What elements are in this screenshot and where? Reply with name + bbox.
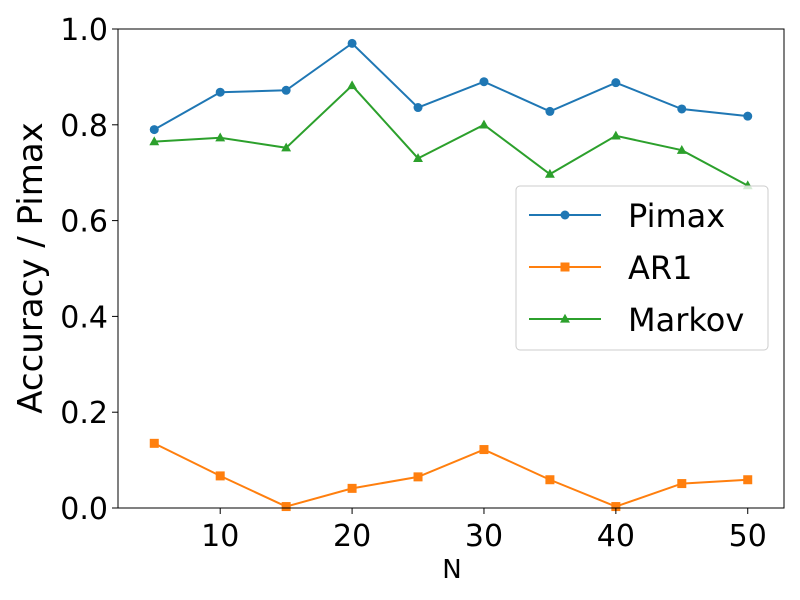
- data-point-markov: [149, 136, 160, 146]
- x-tick-label: 50: [729, 519, 767, 554]
- data-point-markov: [676, 144, 687, 154]
- data-point-pimax: [281, 85, 291, 95]
- y-axis: 0.0 0.2 0.4 0.6 0.8 1.0: [60, 13, 118, 527]
- y-tick-label: 0.2: [60, 396, 108, 431]
- x-axis-label: N: [442, 555, 461, 585]
- y-axis-label: Accuracy / Pimax: [11, 122, 51, 414]
- data-point-markov: [544, 168, 555, 178]
- series-pimax: [149, 38, 753, 135]
- plot-frame: [117, 28, 785, 509]
- legend-marker-pimax: [560, 210, 570, 220]
- data-point-markov: [479, 119, 489, 129]
- data-point-ar1: [215, 471, 225, 481]
- data-point-ar1: [479, 445, 489, 455]
- series-line-pimax: [153, 42, 748, 131]
- legend-marker-ar1: [560, 262, 570, 272]
- x-axis: 10 20 30 40 50: [201, 508, 767, 554]
- series-markov: [149, 80, 753, 190]
- data-point-markov: [281, 142, 292, 152]
- x-tick-label: 10: [201, 519, 239, 554]
- data-point-ar1: [611, 502, 621, 512]
- data-point-pimax: [479, 77, 489, 87]
- data-point-pimax: [149, 125, 159, 135]
- legend-marker-markov: [560, 313, 570, 323]
- data-point-ar1: [677, 479, 687, 489]
- x-tick-label: 40: [597, 519, 635, 554]
- data-point-ar1: [347, 483, 357, 493]
- data-point-pimax: [215, 87, 225, 97]
- y-tick-label: 0.6: [60, 205, 108, 240]
- data-point-pimax: [611, 78, 621, 88]
- legend-label-ar1: AR1: [628, 249, 692, 287]
- data-point-pimax: [743, 111, 753, 121]
- data-point-pimax: [413, 103, 423, 113]
- y-tick-label: 0.8: [60, 109, 108, 144]
- x-tick-label: 20: [333, 519, 371, 554]
- data-point-markov: [610, 130, 621, 140]
- series-ar1: [149, 438, 753, 512]
- data-point-pimax: [677, 104, 687, 114]
- data-point-markov: [215, 132, 226, 142]
- data-point-ar1: [413, 472, 423, 482]
- data-point-pimax: [545, 106, 555, 116]
- legend-label-pimax: Pimax: [628, 197, 725, 235]
- series-line-ar1: [153, 442, 748, 508]
- data-point-ar1: [545, 475, 555, 485]
- y-tick-label: 0.4: [60, 300, 108, 335]
- legend: Pimax AR1 Markov: [515, 185, 769, 351]
- legend-box: [515, 185, 769, 351]
- data-point-ar1: [149, 438, 159, 448]
- data-point-pimax: [347, 38, 357, 48]
- data-point-ar1: [743, 475, 753, 485]
- data-point-ar1: [281, 502, 291, 512]
- data-point-markov: [413, 153, 423, 162]
- plot-area: [149, 38, 753, 512]
- legend-label-markov: Markov: [628, 301, 744, 339]
- data-point-markov: [347, 80, 358, 90]
- x-tick-label: 30: [465, 519, 503, 554]
- y-tick-label: 1.0: [60, 13, 108, 48]
- series-line-markov: [154, 84, 749, 187]
- y-tick-label: 0.0: [60, 492, 108, 527]
